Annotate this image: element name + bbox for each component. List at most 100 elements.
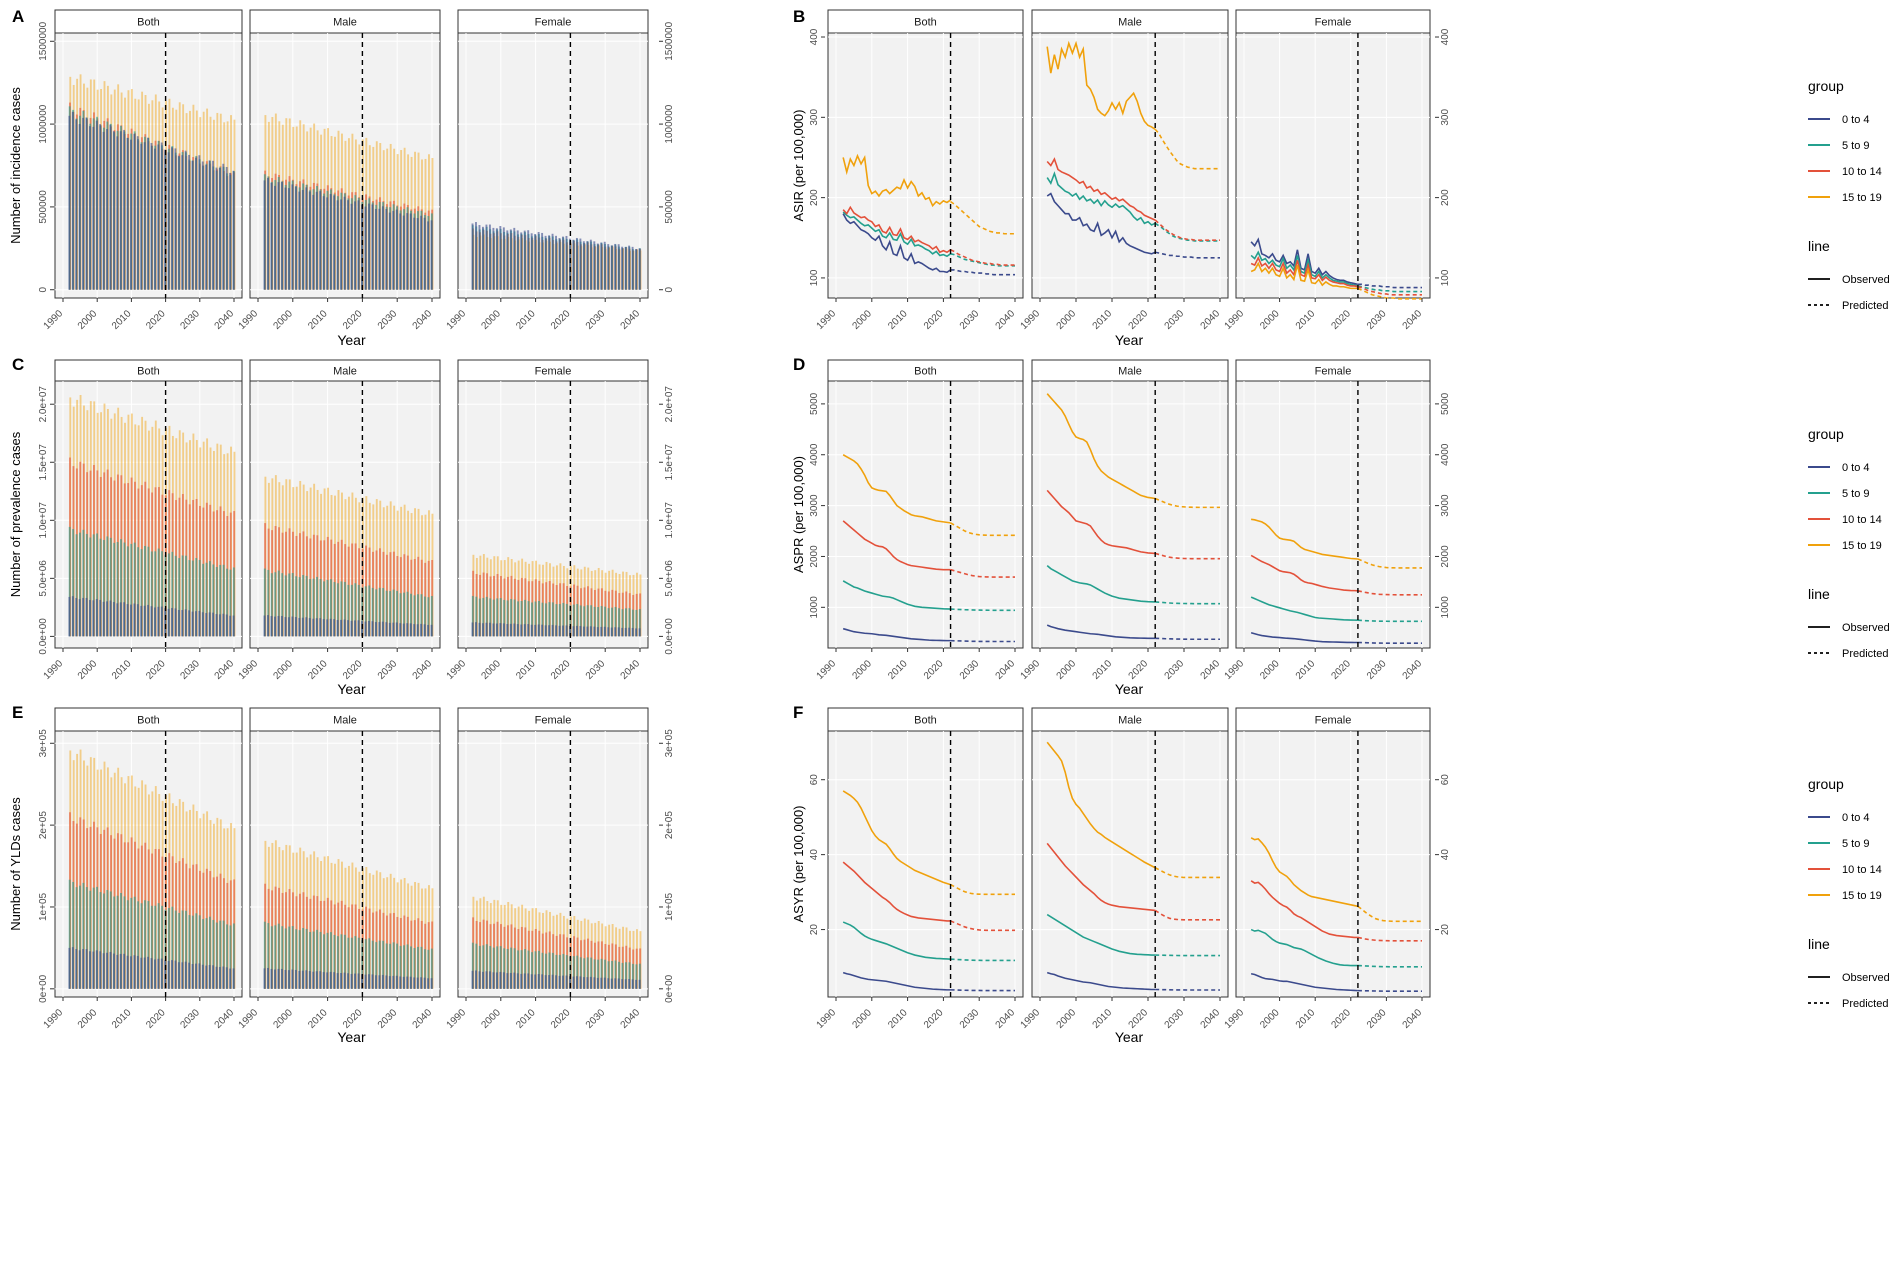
bar xyxy=(167,908,170,989)
bar xyxy=(403,945,405,989)
bar xyxy=(123,542,126,637)
bar xyxy=(593,626,596,637)
bar xyxy=(229,172,232,290)
bar xyxy=(194,963,197,989)
bar xyxy=(298,617,301,637)
y-tick-label-right: 1.0e+07 xyxy=(664,502,675,539)
bar xyxy=(212,160,214,290)
line-predicted-5-to-9 xyxy=(1357,964,1422,968)
bar xyxy=(350,584,353,637)
bar xyxy=(360,974,363,989)
bar xyxy=(607,608,610,637)
bar xyxy=(506,973,509,989)
bar xyxy=(92,600,95,637)
x-tick-label: 1990 xyxy=(1019,308,1043,332)
bar xyxy=(78,950,81,989)
y-tick-label: 0e+00 xyxy=(38,974,49,1003)
bar xyxy=(628,245,631,290)
bar xyxy=(392,975,395,989)
bar xyxy=(79,532,81,637)
facet-female: Female 1990 2000 2010 2020 2030 2040 xyxy=(1223,9,1431,332)
bar xyxy=(322,619,325,637)
bar xyxy=(333,582,336,637)
bar xyxy=(218,967,221,989)
bar xyxy=(420,594,423,637)
bar xyxy=(212,612,214,637)
bar xyxy=(506,600,509,637)
facet-label: Both xyxy=(137,715,160,727)
x-tick-label: 2030 xyxy=(376,1007,400,1031)
bar xyxy=(329,971,332,989)
bar xyxy=(638,628,641,637)
bar xyxy=(409,213,412,290)
bar xyxy=(611,960,613,989)
bar xyxy=(551,952,554,989)
y-tick-label: 300 xyxy=(809,109,820,126)
x-tick-label: 2000 xyxy=(479,658,503,682)
bar xyxy=(323,581,325,637)
x-tick-label: 2030 xyxy=(376,658,400,682)
x-tick-label: 2010 xyxy=(886,658,910,682)
y-tick-label-right: 2000 xyxy=(1440,545,1451,568)
bar xyxy=(95,120,98,290)
bar-series-0-to-4 xyxy=(263,615,433,637)
bar xyxy=(113,896,116,989)
x-tick-label: 2000 xyxy=(1258,308,1282,332)
bar xyxy=(558,954,561,989)
y-tick-label: 1500000 xyxy=(38,21,49,60)
line-predicted-5-to-9 xyxy=(1357,619,1422,623)
y-tick-label: 20 xyxy=(809,924,820,936)
bar xyxy=(85,117,88,290)
bar xyxy=(181,610,184,637)
bar xyxy=(205,965,208,989)
bar xyxy=(112,602,115,637)
bar xyxy=(130,139,132,290)
bar xyxy=(95,950,98,989)
y-tick-label: 2000 xyxy=(809,545,820,568)
bar xyxy=(191,160,194,290)
bar xyxy=(367,974,370,989)
bar xyxy=(502,623,505,637)
bar xyxy=(185,910,187,989)
bar xyxy=(590,605,593,637)
bar xyxy=(544,603,547,637)
bar xyxy=(270,573,273,637)
bar xyxy=(548,625,551,637)
bar xyxy=(215,966,218,989)
bar xyxy=(534,234,537,290)
bar xyxy=(631,609,634,637)
bar xyxy=(360,204,363,290)
bar xyxy=(635,628,638,637)
legend-title: group xyxy=(1808,426,1844,442)
y-tick-label-right: 5000 xyxy=(1440,392,1451,415)
bar xyxy=(478,225,481,290)
x-tick-label: 2030 xyxy=(1365,1007,1389,1031)
bar xyxy=(232,170,235,290)
facet-label: Female xyxy=(1315,17,1352,29)
x-tick-label: 2030 xyxy=(958,1007,982,1031)
x-tick-label: 2000 xyxy=(76,658,100,682)
bar xyxy=(291,573,294,637)
line-observed-0-to-4 xyxy=(1250,631,1358,644)
x-tick-label: 2040 xyxy=(1401,1007,1425,1031)
bar xyxy=(617,627,620,637)
bar xyxy=(544,953,547,989)
bar xyxy=(368,938,371,989)
bar xyxy=(99,599,102,637)
x-tick-label: 2020 xyxy=(922,308,946,332)
bar xyxy=(219,564,222,637)
bar xyxy=(350,620,353,637)
bar xyxy=(482,597,485,637)
x-tick-label: 2040 xyxy=(1199,658,1223,682)
bar xyxy=(208,160,211,290)
bar xyxy=(102,540,105,637)
bar xyxy=(315,971,318,989)
bar xyxy=(354,973,356,989)
bar xyxy=(119,953,122,989)
bar xyxy=(82,882,85,989)
line-observed-10-to-14 xyxy=(1046,842,1156,912)
legend-label: 15 to 19 xyxy=(1842,890,1882,902)
bar xyxy=(153,148,156,290)
bar xyxy=(416,624,419,637)
bar xyxy=(509,623,512,637)
